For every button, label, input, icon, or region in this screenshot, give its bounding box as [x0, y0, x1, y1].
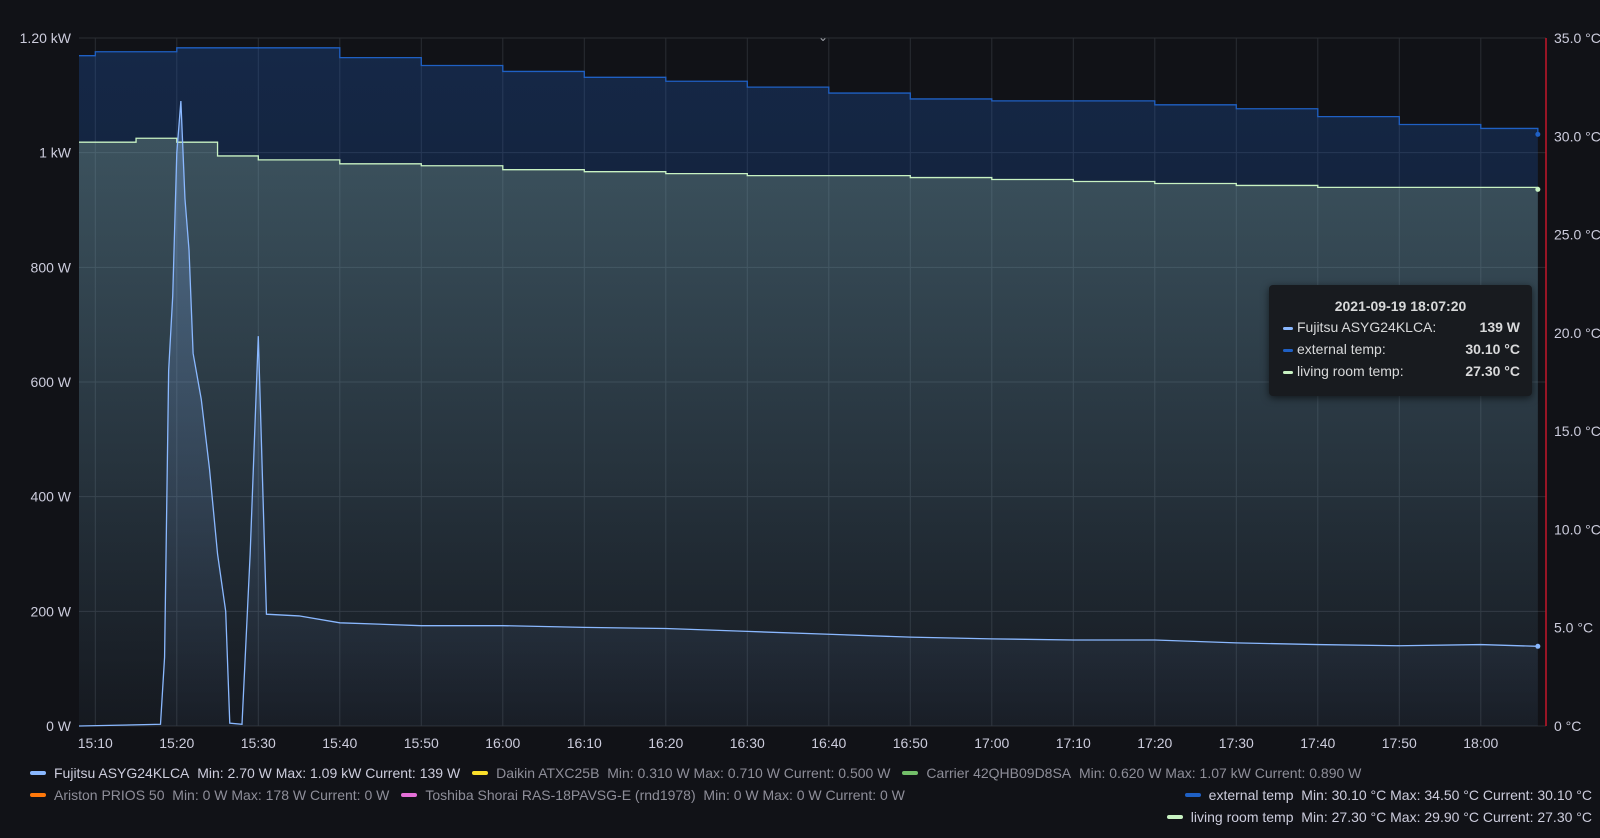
- series-swatch: [30, 793, 46, 797]
- series-swatch: [1283, 370, 1293, 374]
- series-areas: [79, 47, 1538, 727]
- tooltip-time: 2021-09-19 18:07:20: [1334, 298, 1467, 314]
- hover-tooltip: 2021-09-19 18:07:20 Fujitsu ASYG24KLCA: …: [1269, 285, 1532, 396]
- y-right-tick-label: 35.0 °C: [1554, 30, 1600, 46]
- x-tick-label: 17:10: [1056, 735, 1091, 751]
- y-axis-right: 0 °C 5.0 °C 10.0 °C 15.0 °C 20.0 °C 25.0 °C 30…: [1554, 30, 1600, 734]
- legend-item-external-temp[interactable]: external temp Min: 30.10 °C Max: 34.50 °…: [1184, 786, 1592, 804]
- y-left-tick-label: 200 W: [31, 603, 72, 619]
- series-point-2: [1535, 186, 1541, 192]
- x-tick-label: 15:50: [404, 735, 439, 751]
- y-left-tick-label: 800 W: [31, 259, 72, 275]
- series-line-2: [79, 137, 1539, 190]
- x-tick-label: 18:00: [1463, 735, 1498, 751]
- tooltip-row: Fujitsu ASYG24KLCA: 139 W: [1283, 316, 1520, 338]
- x-tick-label: 15:30: [241, 735, 276, 751]
- y-right-tick-label: 30.0 °C: [1554, 128, 1600, 144]
- x-axis: 15:10 15:20 15:30 15:40 15:50 16:00 16:10 16:20…: [78, 735, 1499, 751]
- x-tick-label: 16:20: [648, 735, 683, 751]
- y-right-tick-label: 25.0 °C: [1554, 227, 1600, 243]
- y-left-tick-label: 1.20 kW: [20, 30, 72, 46]
- series-area-2: [79, 138, 1538, 726]
- x-tick-label: 17:00: [974, 735, 1009, 751]
- x-tick-label: 17:20: [1137, 735, 1172, 751]
- series-area-0: [79, 101, 1538, 727]
- chevron-down-icon[interactable]: ⌄: [818, 30, 829, 44]
- tooltip-row: living room temp: 27.30 °C: [1283, 360, 1520, 382]
- x-tick-label: 16:40: [811, 735, 846, 751]
- legend-item-living-room-temp[interactable]: living room temp Min: 27.30 °C Max: 29.9…: [1166, 808, 1592, 826]
- x-tick-label: 16:50: [893, 735, 928, 751]
- y-right-tick-label: 10.0 °C: [1554, 521, 1600, 537]
- x-tick-label: 17:30: [1219, 735, 1254, 751]
- y-right-tick-label: 0 °C: [1554, 718, 1581, 734]
- series-point-1: [1535, 131, 1541, 137]
- x-tick-label: 16:30: [730, 735, 765, 751]
- legend-item-daikin[interactable]: Daikin ATXC25B Min: 0.310 W Max: 0.710 W…: [472, 764, 890, 782]
- series-lines: [78, 47, 1541, 727]
- series-swatch: [30, 771, 46, 775]
- y-left-tick-label: 1 kW: [39, 145, 72, 161]
- legend-item-fujitsu[interactable]: Fujitsu ASYG24KLCA Min: 2.70 W Max: 1.09…: [30, 764, 460, 782]
- series-line-1: [79, 47, 1539, 135]
- legend-item-ariston[interactable]: Ariston PRIOS 50 Min: 0 W Max: 178 W Cur…: [30, 786, 389, 804]
- series-swatch: [1283, 326, 1293, 330]
- series-swatch: [1184, 793, 1201, 797]
- series-line-0: [78, 101, 1538, 727]
- legend-item-toshiba[interactable]: Toshiba Shorai RAS-18PAVSG-E (rnd1978) M…: [401, 786, 905, 804]
- y-left-tick-label: 400 W: [31, 489, 72, 505]
- tooltip-row: external temp: 30.10 °C: [1283, 338, 1520, 360]
- y-left-tick-label: 600 W: [31, 374, 72, 390]
- power-temperature-chart[interactable]: 0 W 200 W 400 W 600 W 800 W 1 kW 1.20 kW 0 °C 5…: [0, 0, 1600, 760]
- series-swatch: [401, 793, 418, 797]
- series-point-0: [1535, 643, 1541, 649]
- x-tick-label: 15:10: [78, 735, 113, 751]
- series-swatch: [472, 771, 489, 775]
- legend-row: Fujitsu ASYG24KLCA Min: 2.70 W Max: 1.09…: [30, 764, 1373, 782]
- x-tick-label: 16:10: [567, 735, 602, 751]
- x-tick-label: 17:50: [1382, 735, 1417, 751]
- series-swatch: [1166, 815, 1183, 819]
- y-right-tick-label: 20.0 °C: [1554, 325, 1600, 341]
- legend-row: external temp Min: 30.10 °C Max: 34.50 °…: [1184, 786, 1592, 804]
- series-swatch: [1283, 348, 1293, 352]
- y-axis-left: 0 W 200 W 400 W 600 W 800 W 1 kW 1.20 kW: [20, 30, 72, 734]
- x-tick-label: 17:40: [1300, 735, 1335, 751]
- x-tick-label: 16:00: [485, 735, 520, 751]
- legend-row: living room temp Min: 27.30 °C Max: 29.9…: [1166, 808, 1592, 826]
- y-left-tick-label: 0 W: [46, 718, 72, 734]
- series-swatch: [902, 771, 919, 775]
- legend-row: Ariston PRIOS 50 Min: 0 W Max: 178 W Cur…: [30, 786, 917, 804]
- legend-item-carrier[interactable]: Carrier 42QHB09D8SA Min: 0.620 W Max: 1.…: [902, 764, 1361, 782]
- x-tick-label: 15:20: [159, 735, 194, 751]
- x-tick-label: 15:40: [322, 735, 357, 751]
- y-right-tick-label: 5.0 °C: [1554, 620, 1593, 636]
- y-right-tick-label: 15.0 °C: [1554, 423, 1600, 439]
